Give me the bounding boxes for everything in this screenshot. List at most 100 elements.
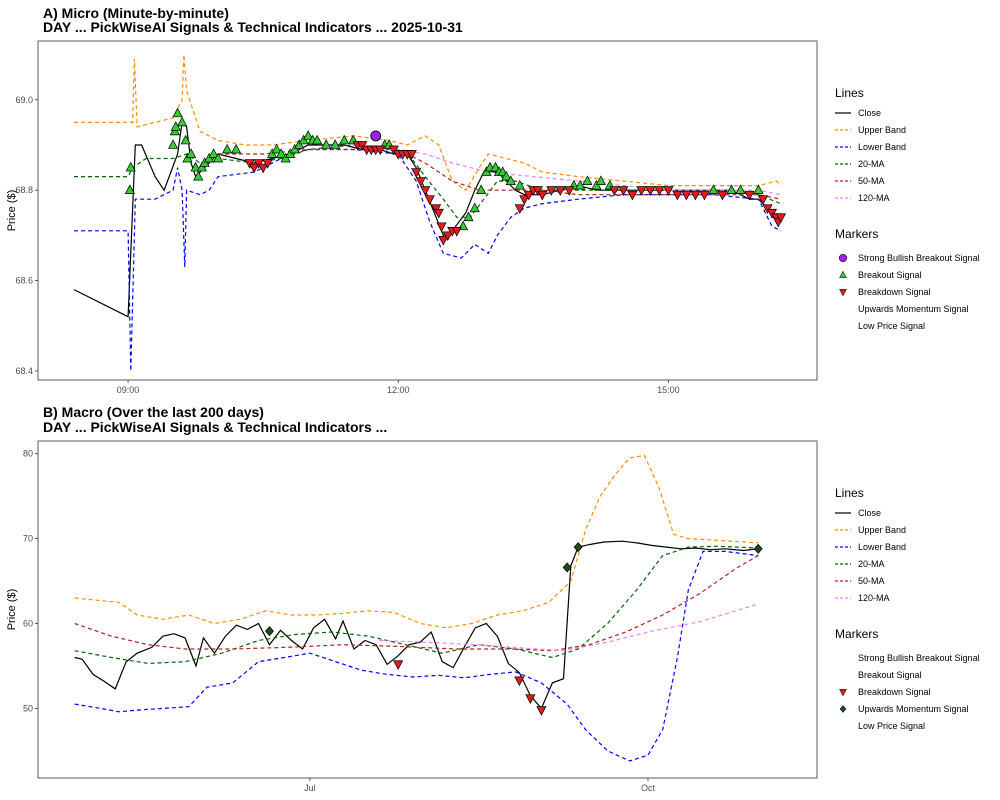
chart-panel-macro: B) Macro (Over the last 200 days)DAY ...… xyxy=(6,404,980,793)
legend-key-breakout-signal xyxy=(839,270,847,278)
marker-breakdown-signal xyxy=(514,676,525,687)
marker-breakout-signal xyxy=(708,184,719,195)
marker-breakout-signal xyxy=(177,116,188,127)
marker-breakdown-signal xyxy=(537,190,548,201)
marker-breakdown-signal xyxy=(393,660,404,670)
series-group xyxy=(73,54,787,372)
panel-subtitle: DAY ... PickWiseAI Signals & Technical I… xyxy=(43,19,463,35)
y-tick-label: 69.0 xyxy=(15,95,33,105)
marker-breakdown-signal xyxy=(525,694,536,704)
marker-breakdown-signal xyxy=(699,190,710,201)
marker-breakdown-signal xyxy=(523,190,534,201)
y-tick-label: 68.8 xyxy=(15,185,33,195)
marker-breakdown-signal xyxy=(609,186,620,196)
y-tick-label: 50 xyxy=(23,703,33,713)
legend-lines-title: Lines xyxy=(835,486,864,500)
marker-breakout-signal xyxy=(124,184,135,195)
marker-breakout-signal xyxy=(172,107,183,118)
marker-breakdown-signal xyxy=(436,222,447,233)
y-tick-label: 80 xyxy=(23,449,33,459)
series-line-120-ma xyxy=(353,144,782,196)
marker-breakout-signal xyxy=(276,148,287,158)
marker-breakout-signal xyxy=(168,139,179,149)
series-line-120-ma xyxy=(379,603,759,652)
marker-breakdown-signal xyxy=(672,190,683,201)
marker-breakout-signal xyxy=(753,184,764,195)
marker-breakout-signal xyxy=(193,170,204,181)
y-tick-label: 68.6 xyxy=(15,276,33,286)
marker-breakout-signal xyxy=(271,143,282,154)
marker-breakout-signal xyxy=(339,134,350,145)
legend-label-20-ma: 20-MA xyxy=(858,559,885,569)
legend-label-50-ma: 50-MA xyxy=(858,176,885,186)
marker-breakout-signal xyxy=(595,175,606,185)
marker-breakdown-signal xyxy=(411,168,422,178)
marker-breakout-signal xyxy=(208,148,219,158)
marker-breakdown-signal xyxy=(451,226,462,237)
plot-area xyxy=(37,440,818,779)
marker-breakout-signal xyxy=(582,175,593,185)
marker-breakdown-signal xyxy=(249,163,260,174)
marker-breakout-signal xyxy=(186,148,197,158)
marker-breakdown-signal xyxy=(564,186,575,196)
legend-label-close: Close xyxy=(858,508,881,518)
legend-label-upwards-momentum-signal: Upwards Momentum Signal xyxy=(858,304,969,314)
marker-breakdown-signal xyxy=(636,186,647,196)
marker-breakout-signal xyxy=(321,139,332,149)
marker-breakdown-signal xyxy=(438,236,449,246)
marker-breakdown-signal xyxy=(258,163,269,174)
y-axis-label: Price ($) xyxy=(6,589,18,631)
marker-breakdown-signal xyxy=(757,195,769,205)
marker-breakdown-signal xyxy=(681,190,692,201)
y-tick-label: 60 xyxy=(23,619,33,629)
marker-breakout-signal xyxy=(125,161,136,172)
y-tick-label: 68.4 xyxy=(15,366,33,376)
legend-key-breakdown-signal xyxy=(839,289,847,297)
legend-label-breakout-signal: Breakout Signal xyxy=(858,670,922,680)
marker-upwards-momentum-signal xyxy=(753,543,763,554)
marker-breakdown-signal xyxy=(627,190,638,201)
legend-key-strong-bullish-breakout-signal xyxy=(838,253,848,263)
marker-breakdown-signal xyxy=(663,186,674,196)
marker-breakdown-signal xyxy=(375,145,386,156)
marker-breakout-signal xyxy=(231,143,242,154)
legend-key-upwards-momentum-signal xyxy=(839,705,847,713)
marker-breakdown-signal xyxy=(424,195,435,205)
legend: Lines Close Upper Band Lower Band 20-MA 50-MA… xyxy=(835,86,980,331)
plot-area xyxy=(37,40,818,381)
series-line-20-ma xyxy=(74,545,759,665)
legend-label-breakdown-signal: Breakdown Signal xyxy=(858,687,931,697)
legend-label-strong-bullish-breakout-signal: Strong Bullish Breakout Signal xyxy=(858,653,980,663)
marker-breakdown-signal xyxy=(690,190,701,201)
legend-label-lower-band: Lower Band xyxy=(858,142,906,152)
legend-label-upper-band: Upper Band xyxy=(858,125,906,135)
marker-breakout-signal xyxy=(190,161,201,172)
legend-markers-title: Markers xyxy=(835,227,878,241)
marker-breakdown-signal xyxy=(442,231,453,242)
marker-breakdown-signal xyxy=(406,150,417,160)
marker-breakout-signal xyxy=(469,202,480,213)
legend-label-strong-bullish-breakout-signal: Strong Bullish Breakout Signal xyxy=(858,253,980,263)
marker-breakdown-signal xyxy=(654,186,665,196)
marker-strong-bullish-breakout-signal xyxy=(370,130,382,142)
series-line-lower-band xyxy=(74,148,782,372)
marker-breakdown-signal xyxy=(775,213,787,224)
marker-breakout-signal xyxy=(303,130,314,140)
x-tick-label: 12:00 xyxy=(387,385,410,395)
series-line-50-ma xyxy=(74,555,759,652)
legend-label-120-ma: 120-MA xyxy=(858,593,890,603)
marker-upwards-momentum-signal xyxy=(573,542,583,553)
legend-key-breakdown-signal xyxy=(839,689,847,697)
marker-breakdown-signal xyxy=(514,204,525,214)
marker-breakdown-signal xyxy=(546,186,557,196)
marker-breakout-signal xyxy=(726,184,737,195)
series-line-upper-band xyxy=(74,454,759,629)
marker-breakdown-signal xyxy=(420,186,431,196)
legend-label-lower-band: Lower Band xyxy=(858,542,906,552)
marker-breakout-signal xyxy=(505,175,516,185)
legend-label-breakdown-signal: Breakdown Signal xyxy=(858,287,931,297)
y-tick-label: 70 xyxy=(23,534,33,544)
legend-markers-title: Markers xyxy=(835,627,878,641)
marker-breakdown-signal xyxy=(415,177,426,187)
